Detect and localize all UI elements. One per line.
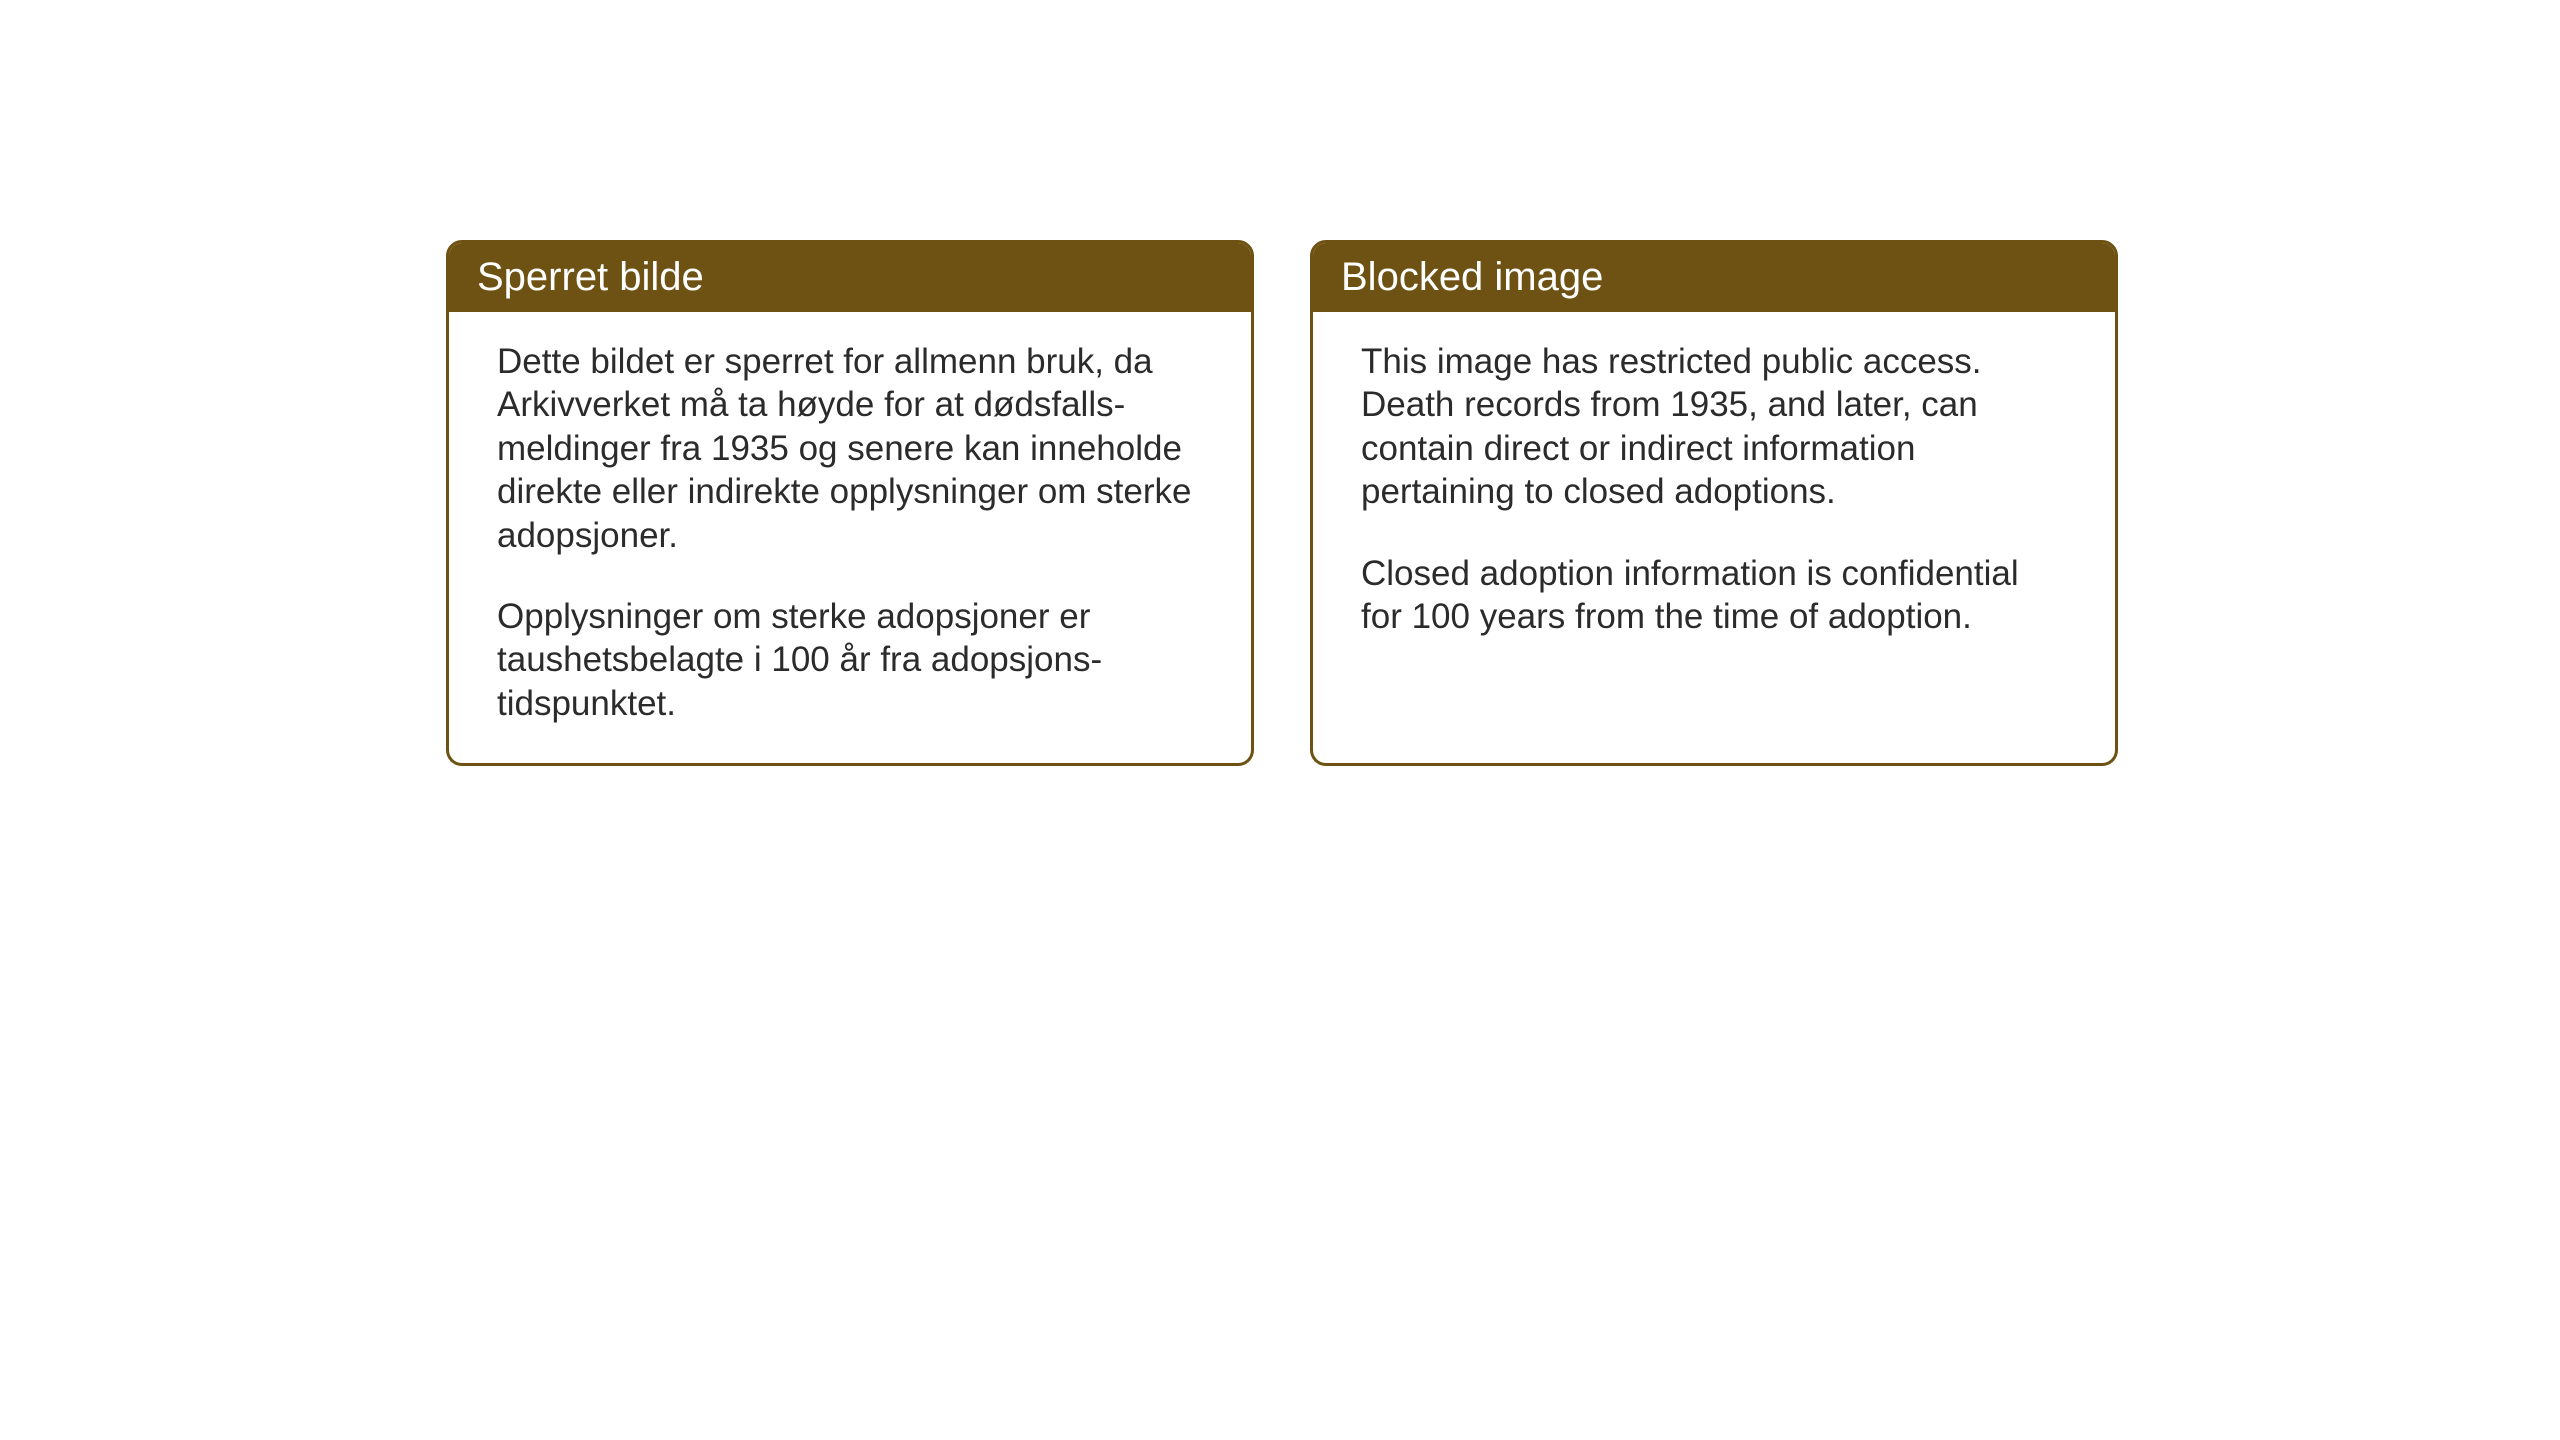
card-header-english: Blocked image	[1313, 243, 2115, 312]
notice-card-english: Blocked image This image has restricted …	[1310, 240, 2118, 766]
card-paragraph: Dette bildet er sperret for allmenn bruk…	[497, 340, 1203, 557]
notice-cards-container: Sperret bilde Dette bildet er sperret fo…	[446, 240, 2118, 766]
card-paragraph: This image has restricted public access.…	[1361, 340, 2067, 514]
card-paragraph: Closed adoption information is confident…	[1361, 552, 2067, 639]
card-body-norwegian: Dette bildet er sperret for allmenn bruk…	[449, 312, 1251, 763]
notice-card-norwegian: Sperret bilde Dette bildet er sperret fo…	[446, 240, 1254, 766]
card-title: Sperret bilde	[477, 255, 704, 299]
card-header-norwegian: Sperret bilde	[449, 243, 1251, 312]
card-paragraph: Opplysninger om sterke adopsjoner er tau…	[497, 595, 1203, 725]
card-body-english: This image has restricted public access.…	[1313, 312, 2115, 676]
card-title: Blocked image	[1341, 255, 1603, 299]
